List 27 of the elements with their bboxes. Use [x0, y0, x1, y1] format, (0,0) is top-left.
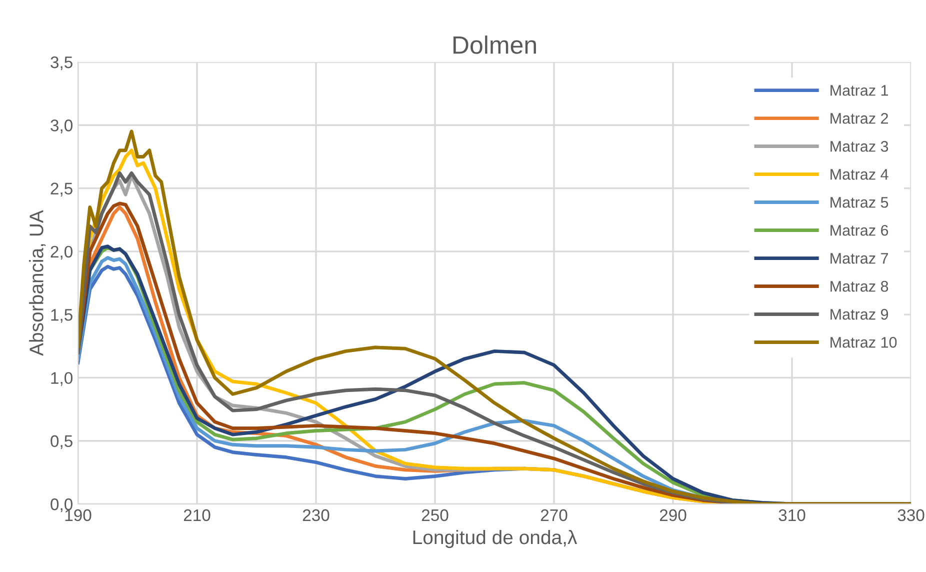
- legend-label: Matraz 3: [830, 140, 888, 152]
- legend-label: Matraz 6: [830, 224, 888, 236]
- chart-title: Dolmen: [453, 36, 536, 54]
- x-axis-title: Longitud de onda,λ: [413, 530, 578, 548]
- legend-label: Matraz 7: [830, 253, 888, 264]
- x-tick-label: 270: [540, 509, 568, 522]
- y-tick-label: 3,0: [50, 120, 72, 134]
- legend-label: Matraz 9: [830, 308, 888, 320]
- legend-label: Matraz 1: [830, 85, 888, 96]
- x-tick-label: 310: [778, 509, 806, 522]
- y-axis-title: Absorbancia, UA: [29, 210, 46, 356]
- y-tick-label: 1,5: [51, 309, 72, 323]
- legend-label: Matraz 5: [830, 197, 888, 208]
- x-tick-label: 330: [898, 509, 924, 522]
- y-tick-label: 0,5: [50, 435, 72, 450]
- legend-label: Matraz 10: [830, 336, 897, 348]
- y-tick-label: 3,5: [50, 56, 72, 70]
- legend-label: Matraz 8: [830, 280, 888, 292]
- legend-label: Matraz 2: [830, 112, 888, 124]
- y-tick-label: 2,5: [50, 182, 72, 196]
- y-tick-label: 1,0: [51, 372, 72, 386]
- x-tick-label: 210: [184, 509, 210, 522]
- y-tick-label: 2,0: [50, 246, 72, 260]
- x-tick-label: 290: [660, 509, 686, 522]
- x-tick-label: 230: [302, 509, 330, 522]
- x-tick-label: 250: [422, 509, 448, 522]
- legend-label: Matraz 4: [830, 169, 888, 180]
